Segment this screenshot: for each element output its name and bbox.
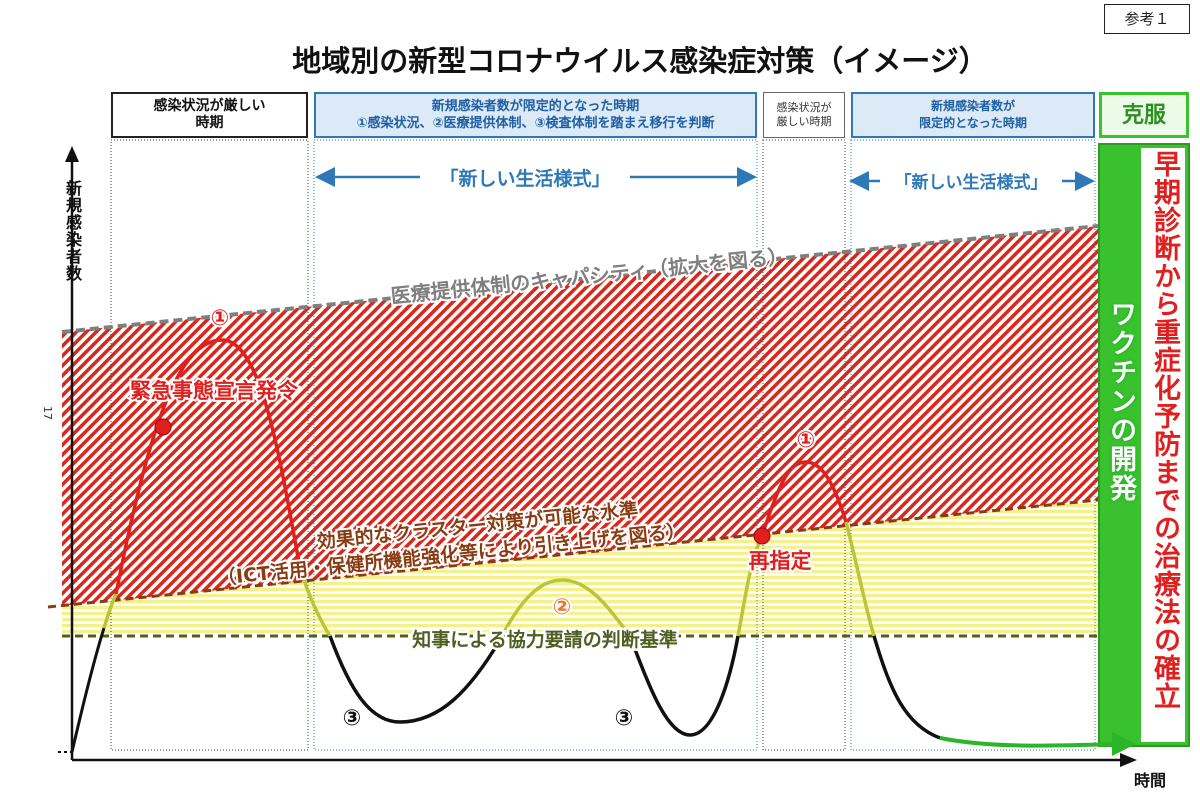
phase-header-limited-1-line1: 新規感染者数が限定的となった時期 <box>431 99 640 114</box>
phase-header-overcome: 克服 <box>1099 92 1189 138</box>
redesignation-label: 再指定 <box>749 549 812 573</box>
curve-tail-arrowhead <box>1112 732 1136 756</box>
phase-header-severe-2-line2: 厳しい時期 <box>776 115 832 128</box>
reference-label: 参考１ <box>1104 4 1190 34</box>
lifestyle-label-1: 「新しい生活様式」 <box>439 167 610 190</box>
phase-header-severe-2-line1: 感染状況が <box>776 101 832 114</box>
phase-header-overcome-label: 克服 <box>1121 102 1166 128</box>
vaccine-label: ワクチンの開発 <box>1105 300 1136 503</box>
phase-header-limited-1-line2: ①感染状況、②医療提供体制、③検査体制を踏まえ移行を判断 <box>356 116 715 131</box>
redesignation-dot <box>753 527 771 545</box>
curve-band-fall-2 <box>844 521 876 637</box>
side-number: 17 <box>41 406 54 420</box>
curve-hump-2-yellow <box>498 578 632 641</box>
curve-start-black <box>70 627 106 753</box>
x-axis-arrowhead <box>1120 753 1137 767</box>
phase-header-severe-2: 感染状況が 厳しい時期 <box>763 92 845 138</box>
marker-2: ② <box>553 595 572 620</box>
marker-3-second: ③ <box>615 706 634 731</box>
phase-header-limited-2-line1: 新規感染者数が <box>930 99 1015 113</box>
hatched-capacity-region <box>62 226 1098 606</box>
curve-band-rise-1 <box>102 593 118 629</box>
marker-1-first: ① <box>211 306 230 331</box>
phase-header-severe-1-line2: 時期 <box>195 115 224 131</box>
yellow-band-region <box>62 500 1098 636</box>
curve-trough-2-black <box>628 635 740 737</box>
governor-label: 知事による協力要請の判断基準 <box>412 628 677 651</box>
phase-header-limited-2-line2: 限定的となった時期 <box>919 116 1027 130</box>
page-title: 地域別の新型コロナウイルス感染症対策（イメージ） <box>292 44 988 78</box>
y-axis-label: 新規感染者数 <box>63 180 82 282</box>
capacity-line <box>61 224 1099 334</box>
phase-header-limited-2: 新規感染者数が 限定的となった時期 <box>851 92 1095 138</box>
phase-box-4 <box>850 139 1096 751</box>
curve-peak-2-red <box>760 460 848 537</box>
curve-band-fall-1 <box>298 567 332 637</box>
emergency-dot <box>154 418 172 436</box>
phase-header-severe-1-line1: 感染状況が厳しい <box>153 98 266 114</box>
emergency-label: 緊急事態宣言発令 <box>130 379 299 403</box>
curve-band-rise-2 <box>736 535 764 637</box>
y-axis-arrowhead <box>65 146 79 162</box>
treatment-label: 早期診断から重症化予防までの治療法の確立 <box>1149 150 1180 710</box>
phase-box-2 <box>313 139 758 751</box>
curve-trough-1-black <box>328 635 502 724</box>
phase-header-severe-1: 感染状況が厳しい 時期 <box>111 92 308 138</box>
phase-box-1 <box>110 139 309 751</box>
marker-1-second: ① <box>797 428 816 453</box>
curve-tail-green <box>939 736 1119 748</box>
lifestyle-label-2: 「新しい生活様式」 <box>895 172 1048 193</box>
phase-header-limited-1: 新規感染者数が限定的となった時期 ①感染状況、②医療提供体制、③検査体制を踏まえ… <box>314 92 757 138</box>
treatment-panel <box>1141 148 1185 742</box>
curve-descent-black <box>872 635 941 740</box>
phase-box-3 <box>762 139 846 751</box>
curve-peak-1-red <box>114 338 302 595</box>
marker-3-first: ③ <box>343 706 362 731</box>
x-axis-label: 時間 <box>1134 771 1166 790</box>
cluster-line <box>47 498 1099 609</box>
